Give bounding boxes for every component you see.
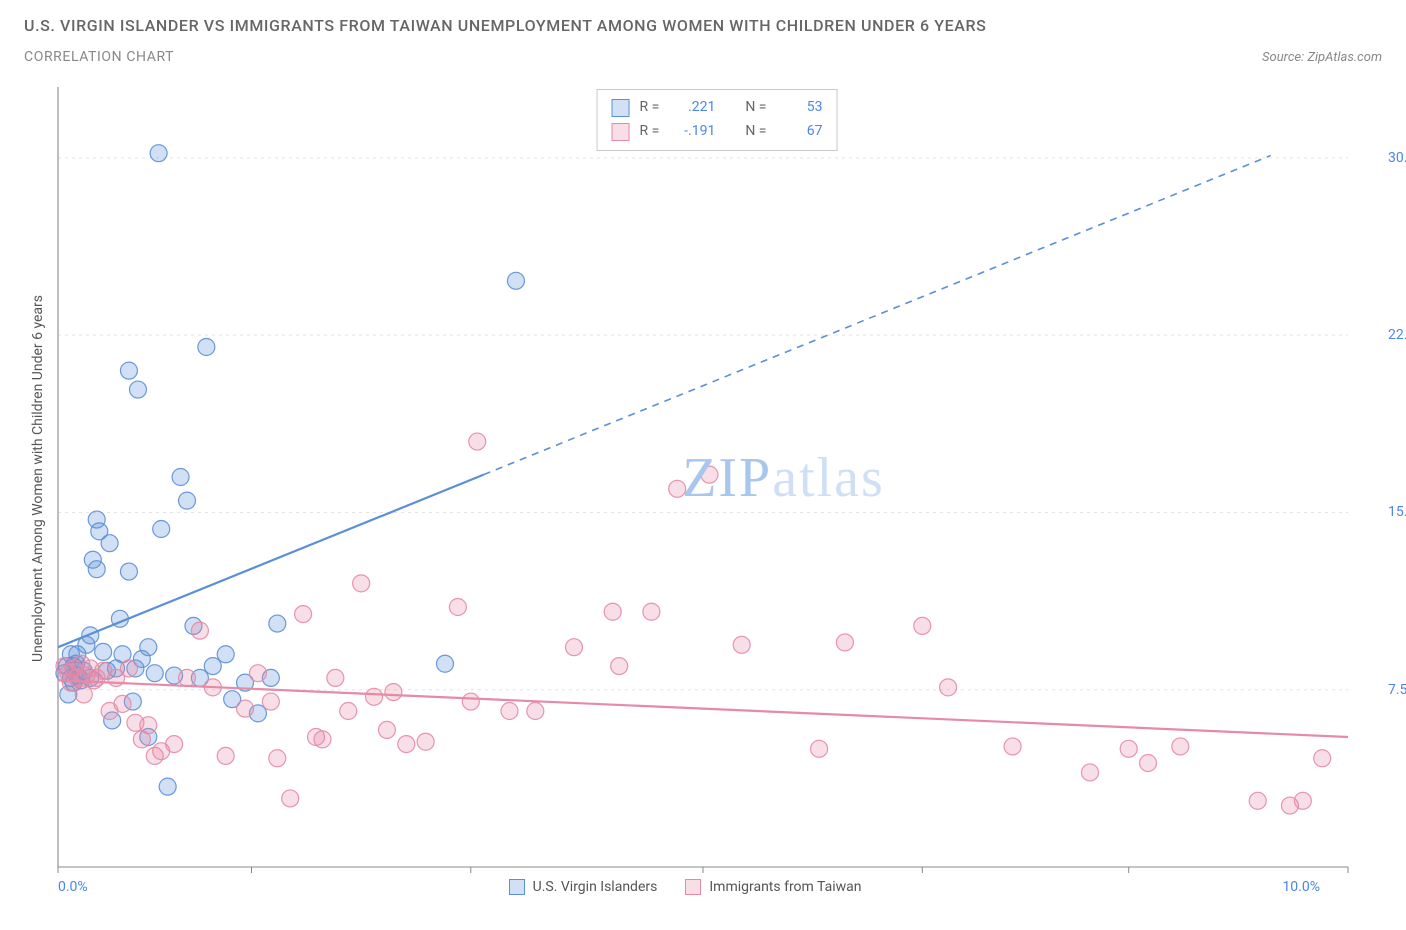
- y-axis-tick: 22.5%: [1388, 327, 1406, 343]
- legend-item: Immigrants from Taiwan: [685, 879, 861, 895]
- page-title: U.S. VIRGIN ISLANDER VS IMMIGRANTS FROM …: [24, 16, 986, 35]
- series-legend: U.S. Virgin Islanders Immigrants from Tai…: [509, 879, 862, 895]
- y-axis-tick: 15.0%: [1388, 504, 1406, 520]
- y-axis-label: Unemployment Among Women with Children U…: [24, 83, 52, 873]
- y-axis-tick: 7.5%: [1388, 682, 1406, 698]
- legend-label: U.S. Virgin Islanders: [533, 879, 658, 895]
- x-axis-tick-max: 10.0%: [1282, 879, 1320, 895]
- x-axis-tick-min: 0.0%: [58, 879, 88, 895]
- page-subtitle: CORRELATION CHART: [24, 49, 986, 65]
- stats-swatch: [612, 123, 630, 141]
- stats-swatch: [612, 99, 630, 117]
- stats-legend: R =.221N =53R =-.191N =67: [597, 89, 838, 151]
- legend-swatch: [509, 879, 525, 895]
- legend-item: U.S. Virgin Islanders: [509, 879, 658, 895]
- source-credit: Source: ZipAtlas.com: [1262, 50, 1382, 65]
- legend-swatch: [685, 879, 701, 895]
- scatter-plot: ZIPatlas R =.221N =53R =-.191N =67 7.5%1…: [52, 83, 1382, 873]
- legend-label: Immigrants from Taiwan: [709, 879, 861, 895]
- stats-row: R =-.191N =67: [612, 120, 823, 144]
- y-axis-tick: 30.0%: [1388, 150, 1406, 166]
- stats-row: R =.221N =53: [612, 96, 823, 120]
